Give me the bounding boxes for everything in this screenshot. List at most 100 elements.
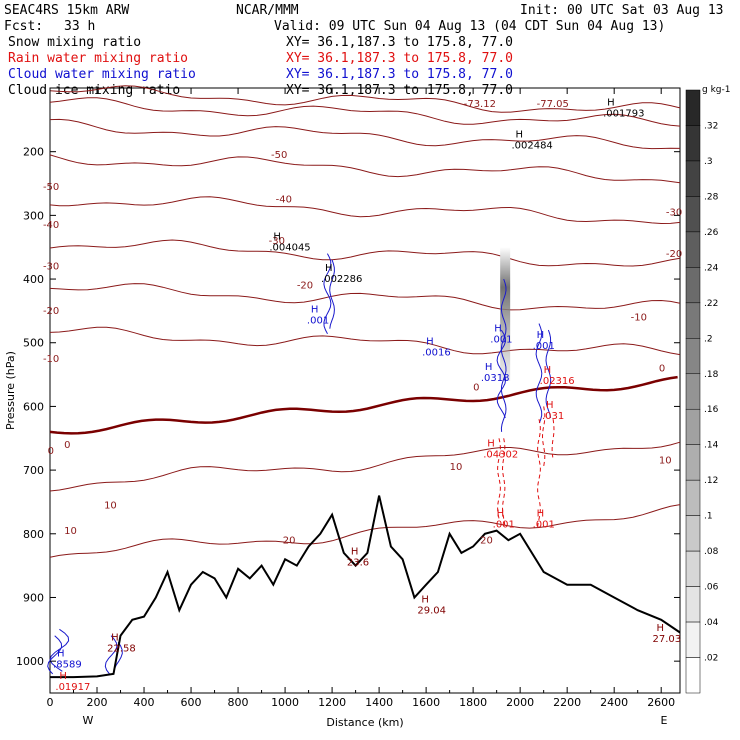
y-tick-label: 600	[23, 400, 44, 413]
extremum-value: .001	[307, 316, 329, 327]
colorbar-label: .16	[704, 405, 719, 415]
legend-label: Snow mixing ratio	[8, 35, 141, 50]
extremum-value: .004045	[269, 242, 310, 253]
extremum-mark: H	[311, 305, 319, 316]
colorbar-label: .14	[704, 441, 719, 451]
valid-time: Valid: 09 UTC Sun 04 Aug 13 (04 CDT Sun …	[274, 19, 665, 34]
org-label: NCAR/MMM	[236, 3, 299, 18]
isotherm-label: 0	[659, 363, 665, 374]
isotherm-label: -30	[269, 236, 285, 247]
isotherm-label: -30	[666, 207, 682, 218]
colorbar-label: .1	[704, 512, 713, 522]
extremum-mark: H	[59, 671, 67, 682]
colorbar-swatch	[685, 125, 701, 162]
colorbar-label: .3	[704, 157, 713, 167]
extremum-value: .001	[533, 341, 555, 352]
plot-frame	[49, 87, 681, 694]
extremum-mark: H	[273, 231, 281, 242]
cloud-water-contour	[535, 323, 543, 424]
x-axis-label: Distance (km)	[326, 716, 403, 729]
isotherm-label: -50	[271, 150, 287, 161]
isotherm-label: -40	[43, 220, 59, 231]
isotherm-label: 10	[104, 500, 117, 511]
isotherm-label: -20	[297, 281, 313, 292]
extremum-value: .002286	[321, 274, 362, 285]
colorbar-swatch	[685, 444, 701, 481]
colorbar-swatch	[685, 196, 701, 233]
colorbar-unit: g kg-1	[702, 85, 730, 95]
contour-labels: -73.12 -77.05 -50 -40 -50 -40 -30 -20 -10 -30 -20 -…	[43, 98, 682, 693]
extremum-mark: H	[351, 547, 359, 558]
terrain-profile	[50, 495, 681, 679]
colorbar-swatch	[685, 657, 701, 694]
colorbar-swatch	[685, 373, 701, 410]
colorbar-swatch	[685, 586, 701, 623]
colorbar-label: .32	[704, 121, 718, 131]
colorbar-swatch	[685, 231, 701, 268]
isotherm-line	[49, 85, 681, 113]
y-tick-label: 200	[23, 146, 44, 159]
x-tick-label: 1200	[318, 696, 346, 709]
isotherm-label: 0	[48, 446, 54, 457]
rain-water-contour	[541, 406, 546, 468]
extremum-value: .0016	[422, 347, 451, 358]
extremum-value: .001	[533, 519, 555, 530]
isotherm-label: -30	[43, 262, 59, 273]
cloud-water-contour	[329, 259, 335, 329]
y-tick-label: 1000	[16, 655, 44, 668]
isotherm-line	[49, 441, 681, 492]
extremum-mark: H	[546, 400, 554, 411]
colorbar-label: .04	[704, 618, 719, 628]
x-tick-label: 600	[181, 696, 202, 709]
temperature-contours	[49, 85, 681, 558]
extremum-value: .0318	[481, 373, 510, 384]
isotherm-line	[49, 97, 681, 127]
legend-xy: XY= 36.1,187.3 to 175.8, 77.0	[286, 67, 513, 82]
x-tick-label: 2400	[600, 696, 628, 709]
rain-water-contour	[501, 438, 506, 527]
x-tick-label: 2000	[506, 696, 534, 709]
extremum-value: 23.6	[347, 558, 369, 569]
extremum-value: .002484	[511, 141, 552, 152]
colorbar-label: .12	[704, 476, 718, 486]
isotherm-label: -50	[43, 182, 59, 193]
isotherm-label: 10	[64, 526, 77, 537]
isotherm-line	[49, 196, 681, 225]
colorbar-swatch	[685, 621, 701, 658]
x-tick-label: 800	[228, 696, 249, 709]
init-time: Init: 00 UTC Sat 03 Aug 13	[520, 3, 724, 18]
extremum-mark: H	[487, 438, 495, 449]
colorbar: .32 .3 .28 .26 .24 .22 .2 .18 .16 .14 .12 .1 .08 .06.…	[685, 85, 730, 694]
x-tick-label: 1800	[459, 696, 487, 709]
colorbar-swatch	[685, 408, 701, 445]
extremum-mark: H	[497, 508, 505, 519]
legend-label: Rain water mixing ratio	[8, 51, 188, 66]
isotherm-label: -20	[43, 306, 59, 317]
x-tick-label: 0	[47, 696, 54, 709]
colorbar-label: .26	[704, 228, 719, 238]
extremum-value: .001793	[603, 109, 644, 120]
y-tick-label: 400	[23, 273, 44, 286]
y-tick-label: 500	[23, 337, 44, 350]
cloud-water-contour	[49, 628, 70, 672]
legend-label: Cloud water mixing ratio	[8, 67, 196, 82]
cloud-water-contour	[545, 329, 552, 419]
isotherm-label: 20	[480, 535, 493, 546]
x-tick-label: 1400	[365, 696, 393, 709]
colorbar-label: .06	[704, 583, 719, 593]
cloud-water-contour	[496, 329, 507, 419]
rain-water-contour	[551, 419, 555, 458]
extremum-value: .01917	[55, 682, 90, 693]
terrain-line	[50, 495, 681, 679]
extremum-value: .02316	[540, 376, 575, 387]
extremum-value: .8589	[53, 660, 82, 671]
cloud-water-contour	[500, 278, 507, 432]
extremum-value: 29.04	[417, 605, 446, 616]
isotherm-label: 0	[473, 383, 479, 394]
extremum-mark: H	[656, 623, 664, 634]
zero-isotherm	[49, 375, 678, 435]
colorbar-swatch	[685, 515, 701, 552]
extremum-mark: H	[537, 330, 545, 341]
extremum-value: .001	[493, 519, 515, 530]
